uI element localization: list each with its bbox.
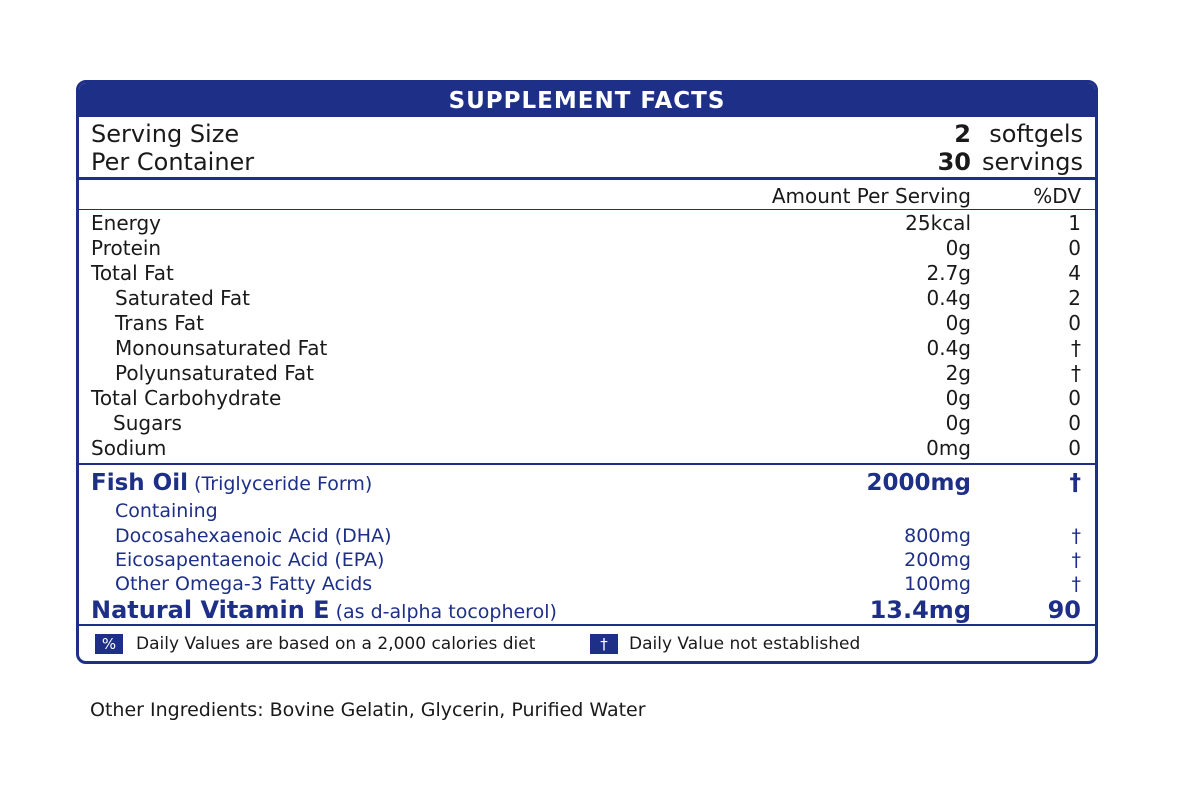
column-header: Amount Per Serving %DV [79, 184, 1095, 208]
nutrient-amount: 25kcal [905, 211, 971, 235]
nutrient-dv: 0 [1068, 436, 1081, 460]
omega3-amount: 200mg [904, 549, 971, 571]
nutrient-row: Saturated Fat 0.4g 2 [79, 286, 1095, 311]
nutrient-amount: 0mg [926, 436, 971, 460]
nutrient-dv: 1 [1068, 211, 1081, 235]
per-container-row: Per Container 30 servings [91, 148, 1083, 177]
serving-info: Serving Size 2 softgels Per Container 30… [79, 117, 1095, 180]
nutrient-name: Energy [91, 211, 162, 235]
nutrient-amount: 0g [945, 236, 971, 260]
fish-oil-name: Fish Oil [91, 470, 188, 496]
fish-oil-row: Fish Oil (Triglyceride Form) 2000mg † [79, 468, 1095, 498]
nutrient-name: Total Fat [91, 261, 174, 285]
section-divider [79, 463, 1095, 465]
nutrient-name: Total Carbohydrate [91, 386, 282, 410]
nutrient-amount: 0.4g [926, 286, 971, 310]
nutrient-amount: 0g [945, 411, 971, 435]
nutrient-dv: † [1071, 361, 1081, 385]
percent-badge-icon: % [95, 634, 123, 654]
omega3-row: Docosahexaenoic Acid (DHA) 800mg † [79, 524, 1095, 548]
nutrient-amount: 0g [945, 386, 971, 410]
nutrient-dv: 0 [1068, 236, 1081, 260]
nutrient-dv: 2 [1068, 286, 1081, 310]
nutrient-name: Trans Fat [115, 311, 204, 335]
serving-size-value: 2 [954, 120, 971, 148]
serving-size-unit: softgels [989, 120, 1083, 148]
nutrient-row: Monounsaturated Fat 0.4g † [79, 336, 1095, 361]
omega3-amount: 100mg [904, 573, 971, 595]
per-container-value: 30 [937, 148, 971, 176]
omega3-row: Other Omega-3 Fatty Acids 100mg † [79, 572, 1095, 596]
nutrient-amount: 0.4g [926, 336, 971, 360]
omega3-dv: † [1071, 573, 1082, 595]
omega3-dv: † [1071, 549, 1082, 571]
supplement-facts-panel: SUPPLEMENT FACTS Serving Size 2 softgels… [76, 80, 1098, 664]
other-ingredients: Other Ingredients: Bovine Gelatin, Glyce… [90, 699, 646, 721]
vitamin-e-row: Natural Vitamin E (as d-alpha tocopherol… [79, 595, 1095, 625]
omega3-amount: 800mg [904, 525, 971, 547]
nutrient-amount: 2g [945, 361, 971, 385]
omega3-name: Other Omega-3 Fatty Acids [115, 573, 373, 595]
amount-header: Amount Per Serving [771, 184, 971, 208]
nutrient-name: Polyunsaturated Fat [115, 361, 314, 385]
percent-footnote: Daily Values are based on a 2,000 calori… [136, 634, 536, 654]
nutrient-row: Total Carbohydrate 0g 0 [79, 386, 1095, 411]
nutrient-row: Sodium 0mg 0 [79, 436, 1095, 461]
nutrient-dv: 0 [1068, 311, 1081, 335]
footnote-bar: % Daily Values are based on a 2,000 calo… [79, 624, 1095, 661]
nutrient-row: Protein 0g 0 [79, 236, 1095, 261]
vitamin-e-dv: 90 [1047, 596, 1081, 624]
nutrient-name: Protein [91, 236, 162, 260]
fish-oil-amount: 2000mg [866, 470, 971, 496]
panel-title: SUPPLEMENT FACTS [79, 83, 1095, 117]
containing-label: Containing [115, 500, 218, 522]
nutrient-amount: 2.7g [926, 261, 971, 285]
nutrient-name: Sugars [113, 411, 182, 435]
vitamin-e-name: Natural Vitamin E [91, 596, 330, 624]
vitamin-e-amount: 13.4mg [869, 596, 971, 624]
dagger-footnote: Daily Value not established [629, 634, 861, 654]
serving-size-row: Serving Size 2 softgels [91, 120, 1083, 149]
nutrient-dv: 4 [1068, 261, 1081, 285]
fish-oil-form: (Triglyceride Form) [194, 473, 373, 495]
nutrient-name: Monounsaturated Fat [115, 336, 328, 360]
vitamin-e-form: (as d-alpha tocopherol) [335, 601, 557, 623]
nutrient-dv: 0 [1068, 411, 1081, 435]
omega3-row: Eicosapentaenoic Acid (EPA) 200mg † [79, 548, 1095, 572]
nutrient-row: Sugars 0g 0 [79, 411, 1095, 436]
serving-size-label: Serving Size [91, 120, 240, 148]
omega3-name: Eicosapentaenoic Acid (EPA) [115, 549, 385, 571]
nutrient-dv: † [1071, 336, 1081, 360]
omega3-name: Docosahexaenoic Acid (DHA) [115, 525, 392, 547]
nutrient-name: Sodium [91, 436, 167, 460]
vitamin-e-name-group: Natural Vitamin E (as d-alpha tocopherol… [91, 595, 557, 627]
per-container-unit: servings [982, 148, 1083, 176]
nutrient-dv: 0 [1068, 386, 1081, 410]
dv-header: %DV [1033, 184, 1081, 208]
nutrient-row: Total Fat 2.7g 4 [79, 261, 1095, 286]
fish-oil-dv: † [1069, 470, 1082, 496]
omega3-dv: † [1071, 525, 1082, 547]
nutrient-row: Polyunsaturated Fat 2g † [79, 361, 1095, 386]
nutrient-amount: 0g [945, 311, 971, 335]
nutrient-row: Trans Fat 0g 0 [79, 311, 1095, 336]
nutrient-row: Energy 25kcal 1 [79, 211, 1095, 236]
header-divider [79, 209, 1095, 210]
containing-row: Containing [79, 499, 1095, 523]
dagger-badge-icon: † [590, 634, 618, 654]
per-container-label: Per Container [91, 148, 255, 176]
nutrient-name: Saturated Fat [115, 286, 250, 310]
fish-oil-name-group: Fish Oil (Triglyceride Form) [91, 468, 372, 499]
